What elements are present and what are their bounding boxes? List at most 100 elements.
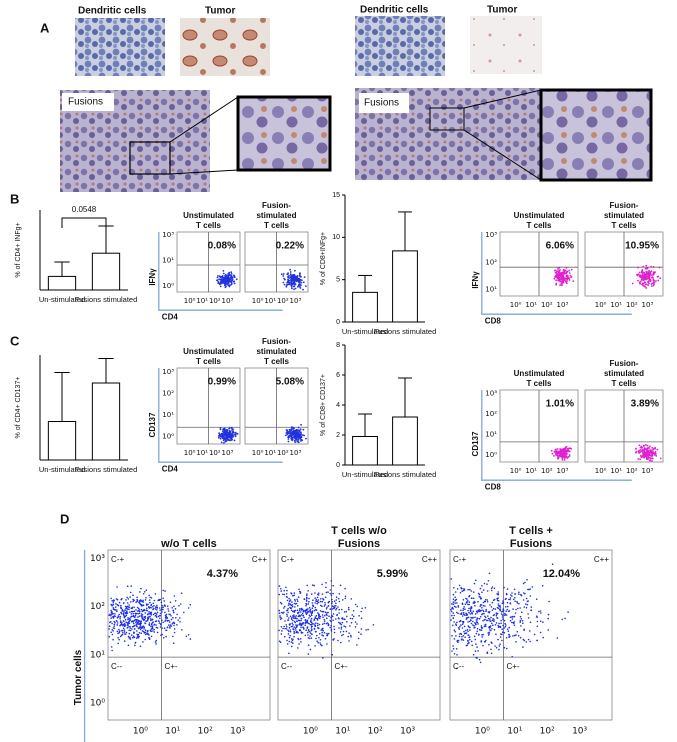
event-dot	[462, 609, 464, 611]
event-dot	[321, 605, 323, 607]
event-dot	[360, 633, 362, 635]
event-dot	[490, 630, 492, 632]
event-dot	[513, 616, 515, 618]
event-dot	[643, 279, 645, 281]
event-dot	[113, 607, 115, 609]
event-dot	[290, 277, 292, 279]
event-dot	[308, 637, 310, 639]
event-dot	[143, 593, 145, 595]
event-dot	[488, 580, 490, 582]
y-tick-label: 15	[332, 192, 340, 199]
event-dot	[563, 269, 565, 271]
event-dot	[502, 631, 504, 633]
event-dot	[336, 599, 338, 601]
event-dot	[355, 621, 357, 623]
event-dot	[491, 590, 493, 592]
x-tick-label: 10⁰	[184, 449, 196, 457]
quadrant-label: C+-	[164, 662, 177, 671]
event-dot	[466, 645, 468, 647]
event-dot	[452, 645, 454, 647]
event-dot	[153, 603, 155, 605]
event-dot	[527, 601, 529, 603]
event-dot	[463, 599, 465, 601]
event-dot	[159, 607, 161, 609]
event-dot	[483, 611, 485, 613]
event-dot	[281, 273, 283, 275]
event-dot	[632, 283, 634, 285]
event-dot	[649, 450, 651, 452]
event-dot	[481, 585, 483, 587]
event-dot	[451, 608, 453, 610]
event-dot	[480, 588, 482, 590]
event-dot	[133, 599, 135, 601]
event-dot	[112, 605, 114, 607]
event-dot	[454, 631, 456, 633]
event-dot	[287, 643, 289, 645]
event-dot	[357, 606, 359, 608]
x-tick-label: 10³	[400, 727, 415, 737]
event-dot	[564, 618, 566, 620]
event-dot	[296, 631, 298, 633]
event-dot	[478, 593, 480, 595]
event-dot	[464, 608, 466, 610]
event-dot	[290, 430, 292, 432]
event-dot	[643, 285, 645, 287]
y-tick-label: 4	[336, 402, 340, 409]
plot-title: stimulated	[256, 211, 296, 220]
event-dot	[110, 617, 112, 619]
plot-title: Unstimulated	[514, 211, 565, 220]
event-dot	[457, 605, 459, 607]
x-tick-label: 10²	[368, 727, 383, 737]
event-dot	[536, 598, 538, 600]
event-dot	[297, 605, 299, 607]
event-dot	[642, 266, 644, 268]
event-dot	[451, 635, 453, 637]
x-tick-label: 10²	[209, 449, 221, 457]
event-dot	[484, 626, 486, 628]
event-dot	[548, 601, 550, 603]
event-dot	[332, 593, 334, 595]
event-dot	[287, 612, 289, 614]
event-dot	[552, 453, 554, 455]
event-dot	[308, 603, 310, 605]
y-axis-label: % of CD4+ INFg+	[15, 222, 22, 277]
event-dot	[337, 606, 339, 608]
event-dot	[117, 637, 119, 639]
event-dot	[171, 619, 173, 621]
event-dot	[642, 283, 644, 285]
event-dot	[365, 607, 367, 609]
event-dot	[659, 267, 661, 269]
event-dot	[649, 455, 651, 457]
event-dot	[119, 618, 121, 620]
event-dot	[286, 628, 288, 630]
event-dot	[332, 585, 334, 587]
event-dot	[635, 452, 637, 454]
x-tick-label: 10³	[230, 727, 245, 737]
plot-title: T cells	[527, 221, 552, 230]
event-dot	[289, 600, 291, 602]
event-dot	[471, 623, 473, 625]
event-dot	[325, 638, 327, 640]
event-dot	[463, 631, 465, 633]
bar	[353, 292, 378, 322]
event-dot	[281, 603, 283, 605]
event-dot	[286, 626, 288, 628]
event-dot	[164, 627, 166, 629]
plot-title: T cells	[527, 379, 552, 388]
event-dot	[332, 616, 334, 618]
event-dot	[637, 280, 639, 282]
event-dot	[496, 613, 498, 615]
event-dot	[485, 626, 487, 628]
event-dot	[351, 622, 353, 624]
event-dot	[451, 603, 453, 605]
event-dot	[331, 630, 333, 632]
event-dot	[481, 628, 483, 630]
event-dot	[318, 602, 320, 604]
event-dot	[531, 606, 533, 608]
event-dot	[294, 611, 296, 613]
event-dot	[286, 596, 288, 598]
quadrant-label: C--	[281, 662, 292, 671]
event-dot	[111, 612, 113, 614]
event-dot	[140, 625, 142, 627]
event-dot	[291, 605, 293, 607]
